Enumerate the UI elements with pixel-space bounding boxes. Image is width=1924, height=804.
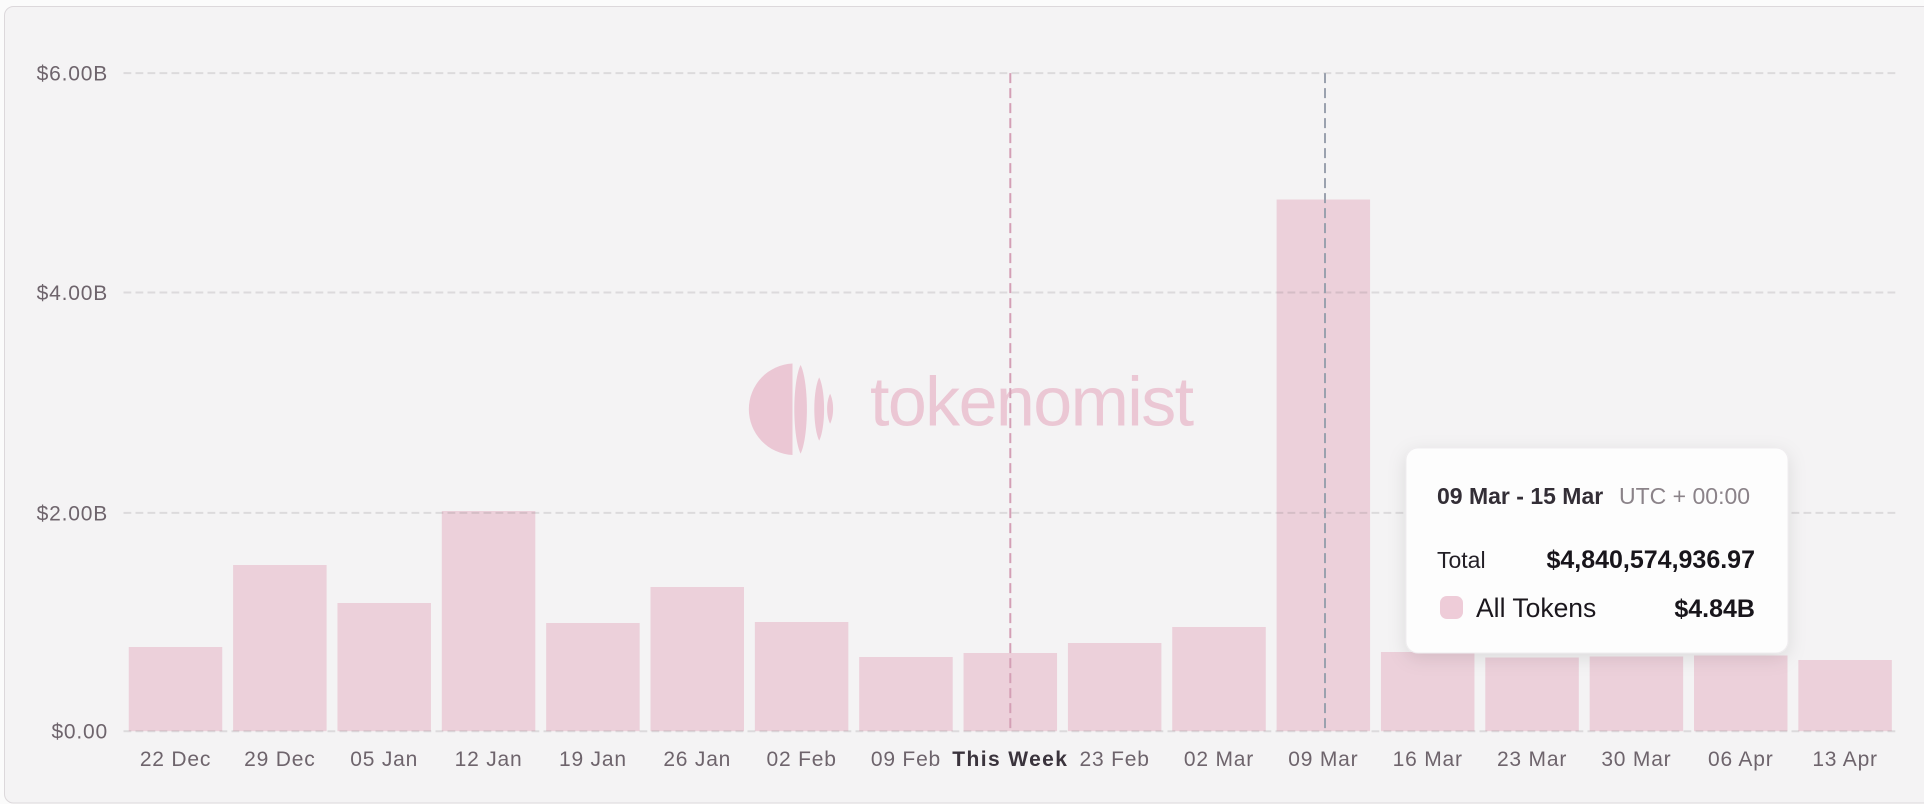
svg-text:$4,840,574,936.97: $4,840,574,936.97 — [1546, 546, 1755, 574]
svg-text:09 Mar: 09 Mar — [1288, 748, 1358, 771]
svg-text:All Tokens: All Tokens — [1476, 593, 1596, 623]
svg-text:16 Mar: 16 Mar — [1393, 748, 1463, 771]
svg-text:29 Dec: 29 Dec — [244, 748, 315, 771]
svg-text:tokenomist: tokenomist — [870, 363, 1194, 441]
svg-text:13 Apr: 13 Apr — [1812, 748, 1878, 771]
svg-text:02 Feb: 02 Feb — [767, 748, 837, 771]
svg-text:26 Jan: 26 Jan — [663, 748, 731, 771]
svg-text:22 Dec: 22 Dec — [140, 748, 211, 771]
svg-text:12 Jan: 12 Jan — [455, 748, 523, 771]
svg-text:09 Mar - 15 Mar: 09 Mar - 15 Mar — [1437, 483, 1603, 509]
svg-text:06 Apr: 06 Apr — [1708, 748, 1774, 771]
svg-text:30 Mar: 30 Mar — [1601, 748, 1671, 771]
svg-text:23 Mar: 23 Mar — [1497, 748, 1567, 771]
svg-text:19 Jan: 19 Jan — [559, 748, 627, 771]
svg-text:$2.00B: $2.00B — [37, 502, 108, 525]
svg-text:$4.84B: $4.84B — [1674, 595, 1755, 623]
svg-text:Total: Total — [1437, 547, 1486, 573]
svg-text:UTC + 00:00: UTC + 00:00 — [1619, 483, 1750, 509]
svg-text:23 Feb: 23 Feb — [1080, 748, 1150, 771]
svg-text:02 Mar: 02 Mar — [1184, 748, 1254, 771]
svg-text:05 Jan: 05 Jan — [350, 748, 418, 771]
svg-text:This Week: This Week — [952, 748, 1068, 771]
svg-text:09 Feb: 09 Feb — [871, 748, 941, 771]
svg-text:$6.00B: $6.00B — [37, 63, 108, 86]
svg-text:$0.00: $0.00 — [51, 721, 108, 744]
svg-text:$4.00B: $4.00B — [37, 282, 108, 305]
